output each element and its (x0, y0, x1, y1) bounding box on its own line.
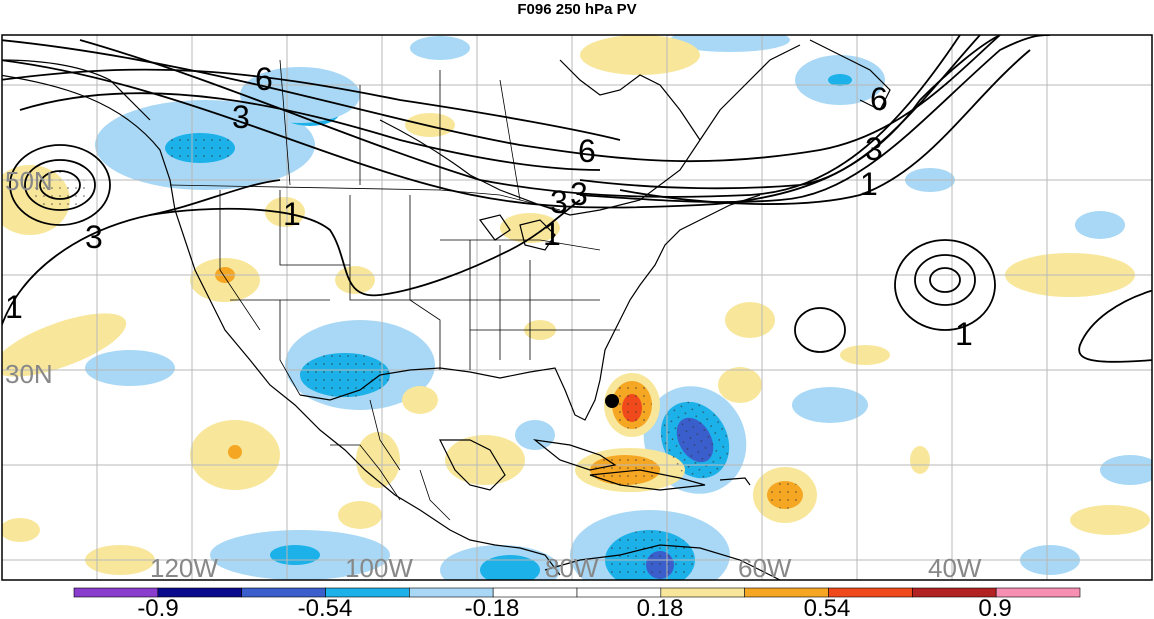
lon-label-40w: 40W (928, 553, 982, 583)
contour-label: 3 (232, 99, 250, 135)
contour-label: 1 (860, 166, 878, 202)
anomaly-pos-montana (265, 197, 305, 227)
contour-label: 1 (283, 196, 301, 232)
anomaly-pos-gulf (402, 386, 438, 414)
anomaly-pos-great-lakes (500, 213, 560, 243)
pv-anomaly-fills (2, 35, 1152, 580)
anomaly-pos-atlantic-2 (840, 345, 890, 365)
political-boundaries (169, 59, 620, 521)
anomaly-pos-quebec (580, 35, 700, 75)
anomaly-neg-east-atlantic (1075, 211, 1125, 239)
lon-label-120w: 120W (150, 553, 218, 583)
storm-center-marker (605, 394, 619, 408)
anomaly-pos-far-southwest (2, 518, 40, 542)
anomaly-neg-atlantic (792, 387, 868, 423)
contour-label: 3 (550, 184, 568, 220)
contour-label: 3 (85, 219, 103, 255)
anomaly-pos-mexico-core (228, 445, 242, 459)
colorbar-tick-label: 0.54 (804, 595, 851, 619)
anomaly-neg-labrador-core (828, 74, 852, 86)
anomaly-pos-pacific (2, 313, 127, 377)
colorbar-tick-label: -0.18 (465, 595, 520, 619)
anomaly-neg-southwest-core (270, 545, 320, 565)
colorbar-segment (995, 587, 1081, 598)
anomaly-pos-atlantic-3 (718, 367, 762, 403)
pv-contours (2, 35, 1152, 363)
lon-label-60w: 60W (738, 553, 792, 583)
longitude-labels: 120W 100W 80W 60W 40W (150, 553, 982, 583)
anomaly-pos-central-america (356, 432, 400, 488)
anomaly-pos-plains (335, 266, 375, 294)
contour-label: 6 (255, 61, 273, 97)
map-frame (1, 34, 1153, 581)
contour-label: 3 (570, 176, 588, 212)
contour-label: 1 (5, 289, 23, 325)
latitude-labels: 50N 30N (5, 166, 53, 389)
contour-label: 1 (955, 316, 973, 352)
anomaly-neg-gulf (515, 420, 555, 450)
colorbar-tick-label: 0.9 (978, 595, 1011, 619)
anomaly-neg-central-america-core (480, 555, 540, 580)
colorbar-tick-labels: -0.9 -0.54 -0.18 0.18 0.54 0.9 (137, 595, 1011, 619)
colorbar (73, 587, 1081, 598)
lon-label-100w: 100W (345, 553, 413, 583)
lat-label-50n: 50N (5, 166, 53, 196)
coastlines (2, 39, 891, 580)
anomaly-neg-north-2 (670, 35, 790, 52)
anomaly-neg-far-east (1100, 455, 1152, 485)
anomaly-neg-pacific (85, 350, 175, 386)
anomaly-neg-north (410, 36, 470, 60)
anomaly-pos-colombia (338, 501, 382, 529)
contour-labels: 6 3 6 3 6 3 1 3 1 1 1 3 1 (5, 61, 973, 352)
contour-label: 1 (543, 216, 561, 252)
lat-lon-grid (2, 35, 1152, 580)
lat-label-30n: 30N (5, 359, 53, 389)
map-title: F096 250 hPa PV (517, 1, 637, 18)
anomaly-pos-mid-atlantic (725, 302, 775, 338)
contour-label: 6 (870, 81, 888, 117)
anomaly-pos-southeast (910, 446, 930, 474)
colorbar-tick-label: -0.9 (137, 595, 178, 619)
colorbar-tick-label: -0.54 (298, 595, 353, 619)
colorbar-tick-label: 0.18 (637, 595, 684, 619)
contour-label: 3 (865, 131, 883, 167)
anomaly-pos-far-east (1070, 505, 1150, 535)
anomaly-pos-yucatan (445, 435, 525, 485)
contour-label: 6 (578, 133, 596, 169)
lon-label-80w: 80W (545, 553, 599, 583)
